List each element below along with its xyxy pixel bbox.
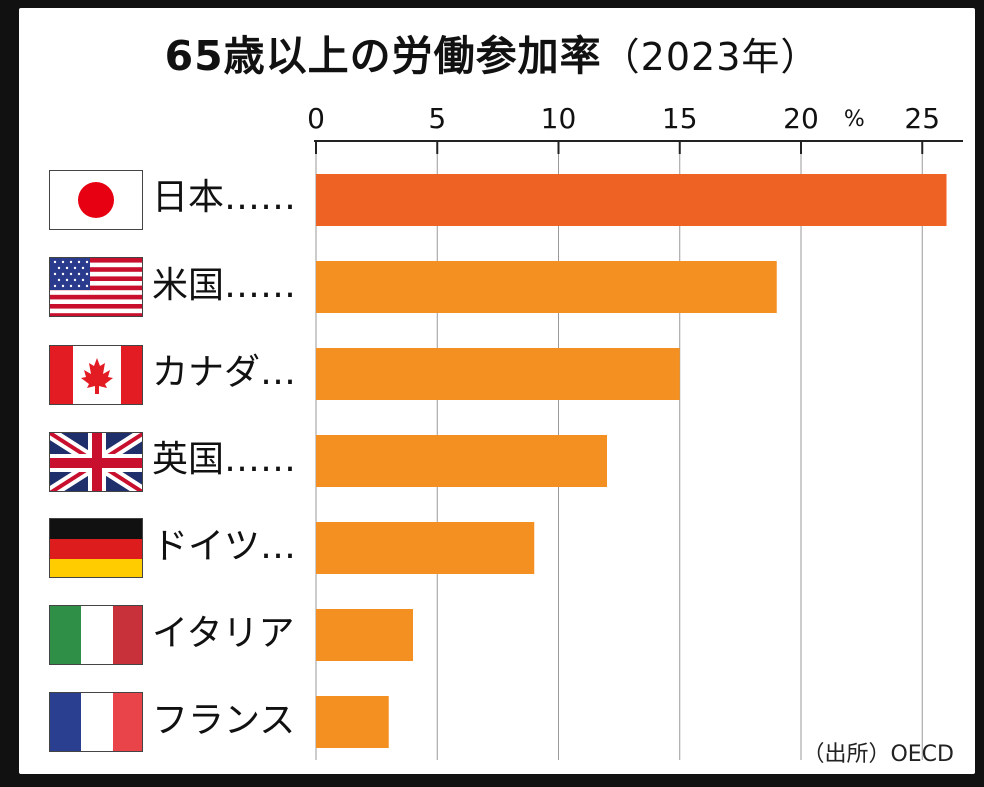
bar-4 [316,522,535,574]
title-text: 65歳以上の労働参加率 [164,32,602,80]
x-tick-label-0: 0 [307,102,325,135]
bar-6 [316,696,389,748]
x-tick-label-25: 25 [904,102,940,135]
category-label-usa: 米国…… [152,265,297,306]
category-label-japan: 日本…… [152,177,297,218]
category-label-canada: カナダ… [152,352,297,393]
uk-flag-icon [49,432,143,492]
canada-flag-icon [49,345,143,405]
bar-2 [316,348,680,400]
japan-flag-icon [49,170,143,230]
germany-flag-icon [49,518,143,578]
source-note: （出所）OECD [802,742,954,767]
france-flag-icon [49,692,143,752]
category-label-france: フランス [152,700,296,741]
bar-5 [316,609,413,661]
x-axis-unit-label: % [844,107,865,132]
bar-0 [316,174,947,226]
bar-3 [316,435,607,487]
chart-title: 65歳以上の労働参加率（2023年） [0,22,984,82]
category-label-uk: 英国…… [152,439,297,480]
title-year: （2023年） [601,35,820,79]
italy-flag-icon [49,605,143,665]
category-label-italy: イタリア [152,613,295,654]
category-label-germany: ドイツ… [152,526,297,567]
x-tick-label-15: 15 [662,102,698,135]
x-tick-label-5: 5 [428,102,446,135]
x-tick-label-10: 10 [541,102,577,135]
usa-flag-icon [49,257,143,317]
bar-1 [316,261,777,313]
x-tick-label-20: 20 [783,102,819,135]
